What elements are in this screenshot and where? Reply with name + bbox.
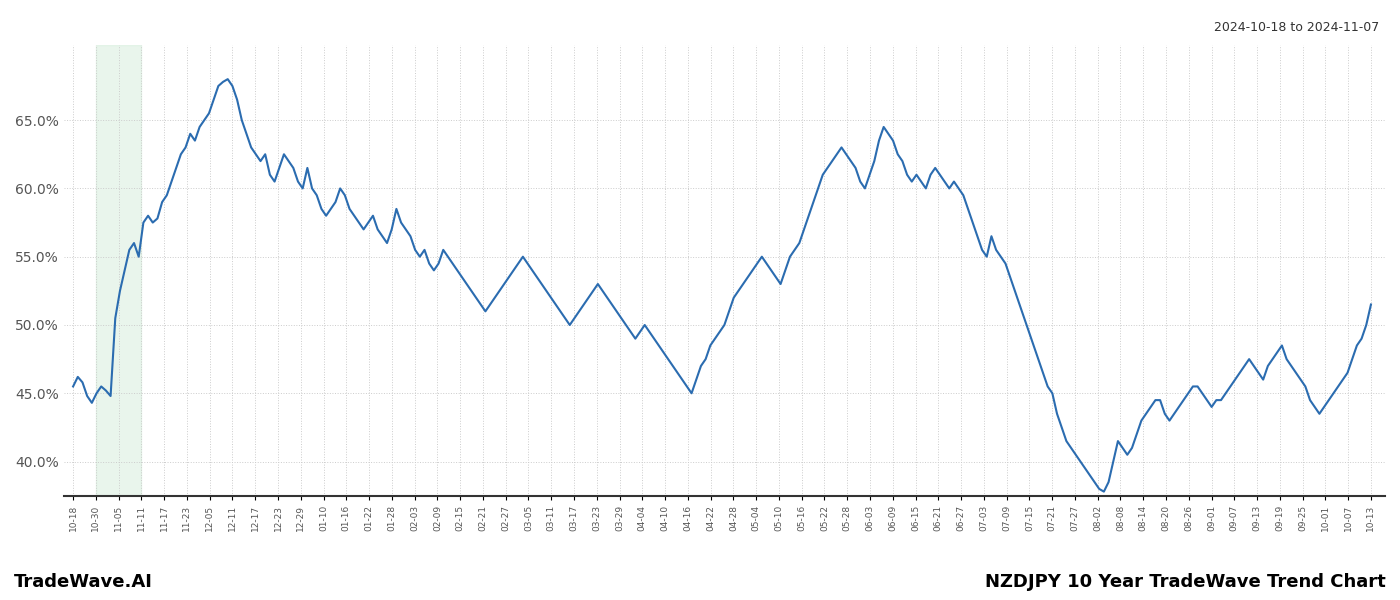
Text: 2024-10-18 to 2024-11-07: 2024-10-18 to 2024-11-07 [1214, 21, 1379, 34]
Text: TradeWave.AI: TradeWave.AI [14, 573, 153, 591]
Bar [95, 45, 141, 496]
Text: NZDJPY 10 Year TradeWave Trend Chart: NZDJPY 10 Year TradeWave Trend Chart [986, 573, 1386, 591]
